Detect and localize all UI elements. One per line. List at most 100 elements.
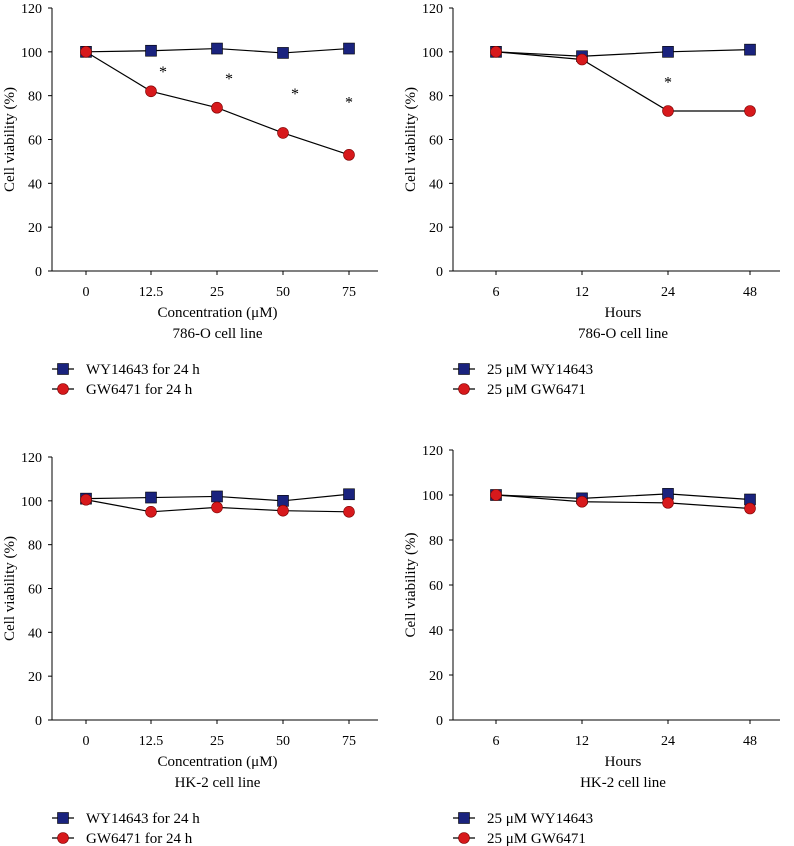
y-tick-label: 80 [429, 534, 443, 549]
data-point [211, 501, 223, 514]
y-tick-label: 0 [35, 265, 42, 280]
data-point [343, 488, 355, 501]
data-point [490, 489, 502, 501]
y-tick-label: 0 [436, 265, 443, 280]
legend-marker [57, 383, 69, 395]
legend-marker [57, 832, 69, 844]
data-point [662, 46, 674, 58]
chart-panel-4: 0 20 40 60 80 100 120 6 12 24 48 Cell viability (%)… [403, 444, 780, 846]
data-point [490, 46, 502, 58]
x-tick-label: 24 [661, 734, 675, 749]
y-tick-label: 120 [422, 2, 443, 17]
x-tick-label: 75 [342, 734, 356, 749]
data-point [662, 105, 674, 117]
y-tick-label: 100 [422, 46, 443, 61]
x-tick-label: 48 [743, 285, 757, 300]
legend-label: WY14643 for 24 h [86, 362, 200, 378]
series-line-1 [495, 493, 751, 501]
legend-label: GW6471 for 24 h [86, 382, 193, 398]
significance-asterisk: * [225, 71, 233, 88]
significance-asterisk: * [291, 86, 299, 103]
data-point [145, 491, 157, 504]
y-tick-label: 20 [429, 669, 443, 684]
y-tick-label: 80 [28, 539, 42, 554]
y-tick-label: 60 [28, 134, 42, 149]
y-tick-label: 40 [429, 624, 443, 639]
legend-label: 25 μM GW6471 [487, 831, 586, 846]
significance-asterisk: * [664, 74, 672, 91]
x-tick-label: 25 [210, 734, 224, 749]
data-point [277, 47, 289, 59]
y-tick-label: 20 [28, 221, 42, 236]
x-tick-label: 50 [276, 285, 290, 300]
y-tick-label: 80 [429, 90, 443, 105]
y-tick-label: 40 [28, 177, 42, 192]
legend-label: 25 μM WY14643 [487, 811, 593, 827]
y-tick-label: 40 [28, 626, 42, 641]
series-line-2 [495, 51, 750, 112]
significance-asterisk: * [345, 95, 353, 112]
data-point [343, 42, 355, 55]
data-point [277, 495, 289, 507]
data-point [211, 42, 223, 55]
x-tick-label: 48 [743, 734, 757, 749]
x-tick-label: 50 [276, 734, 290, 749]
data-point [277, 127, 289, 139]
x-axis-label: Concentration (μM) [157, 754, 277, 770]
x-axis-label: Hours [605, 754, 642, 770]
data-point [80, 46, 92, 58]
y-tick-label: 100 [21, 46, 42, 61]
legend-label: GW6471 for 24 h [86, 831, 193, 846]
series-line-1 [495, 49, 751, 57]
series-line-2 [495, 494, 751, 510]
x-tick-label: 12.5 [139, 734, 164, 749]
x-tick-label: 12.5 [139, 285, 164, 300]
y-axis-label: Cell viability (%) [2, 87, 18, 192]
data-point [277, 504, 289, 517]
y-tick-label: 120 [422, 444, 443, 459]
legend-marker [458, 363, 470, 375]
y-tick-label: 0 [35, 714, 42, 729]
x-tick-label: 24 [661, 285, 675, 300]
data-point [744, 105, 756, 117]
legend-marker [458, 812, 470, 824]
x-tick-label: 25 [210, 285, 224, 300]
y-tick-label: 40 [429, 177, 443, 192]
x-axis-label: Hours [605, 305, 642, 321]
legend-marker [57, 812, 69, 824]
data-point [211, 101, 223, 114]
y-tick-label: 20 [429, 221, 443, 236]
legend-marker [57, 363, 69, 375]
y-tick-label: 60 [28, 583, 42, 598]
chart-caption: 786-O cell line [173, 326, 263, 342]
chart-caption: HK-2 cell line [175, 775, 261, 791]
x-axis-label: Concentration (μM) [157, 305, 277, 321]
x-tick-label: 6 [493, 285, 500, 300]
legend-label: 25 μM WY14643 [487, 362, 593, 378]
y-tick-label: 60 [429, 579, 443, 594]
y-tick-label: 100 [21, 495, 42, 510]
y-axis-label: Cell viability (%) [403, 533, 419, 638]
x-tick-label: 12 [575, 734, 589, 749]
chart-panel-3: 0 20 40 60 80 100 120 0 12.5 25 50 75 Cell viability… [2, 451, 378, 846]
chart-panel-2: 0 20 40 60 80 100 120 6 12 24 48 Cell viability (%)… [403, 2, 780, 398]
y-axis-label: Cell viability (%) [2, 536, 18, 641]
chart-panel-1: 0 20 40 60 80 100 120 0 12.5 25 50 75 Cell viability… [2, 2, 378, 398]
legend-marker [458, 832, 470, 844]
data-point [145, 44, 157, 57]
data-point [576, 495, 588, 508]
data-point [211, 490, 223, 503]
data-point [145, 85, 157, 98]
data-point [744, 43, 756, 56]
y-tick-label: 120 [21, 451, 42, 466]
x-tick-label: 75 [342, 285, 356, 300]
y-tick-label: 60 [429, 134, 443, 149]
y-tick-label: 100 [422, 489, 443, 504]
data-point [662, 497, 674, 509]
y-tick-label: 80 [28, 90, 42, 105]
data-point [744, 502, 756, 515]
y-tick-label: 0 [436, 714, 443, 729]
y-tick-label: 120 [21, 2, 42, 17]
y-axis-label: Cell viability (%) [403, 87, 419, 192]
legend-marker [458, 383, 470, 395]
